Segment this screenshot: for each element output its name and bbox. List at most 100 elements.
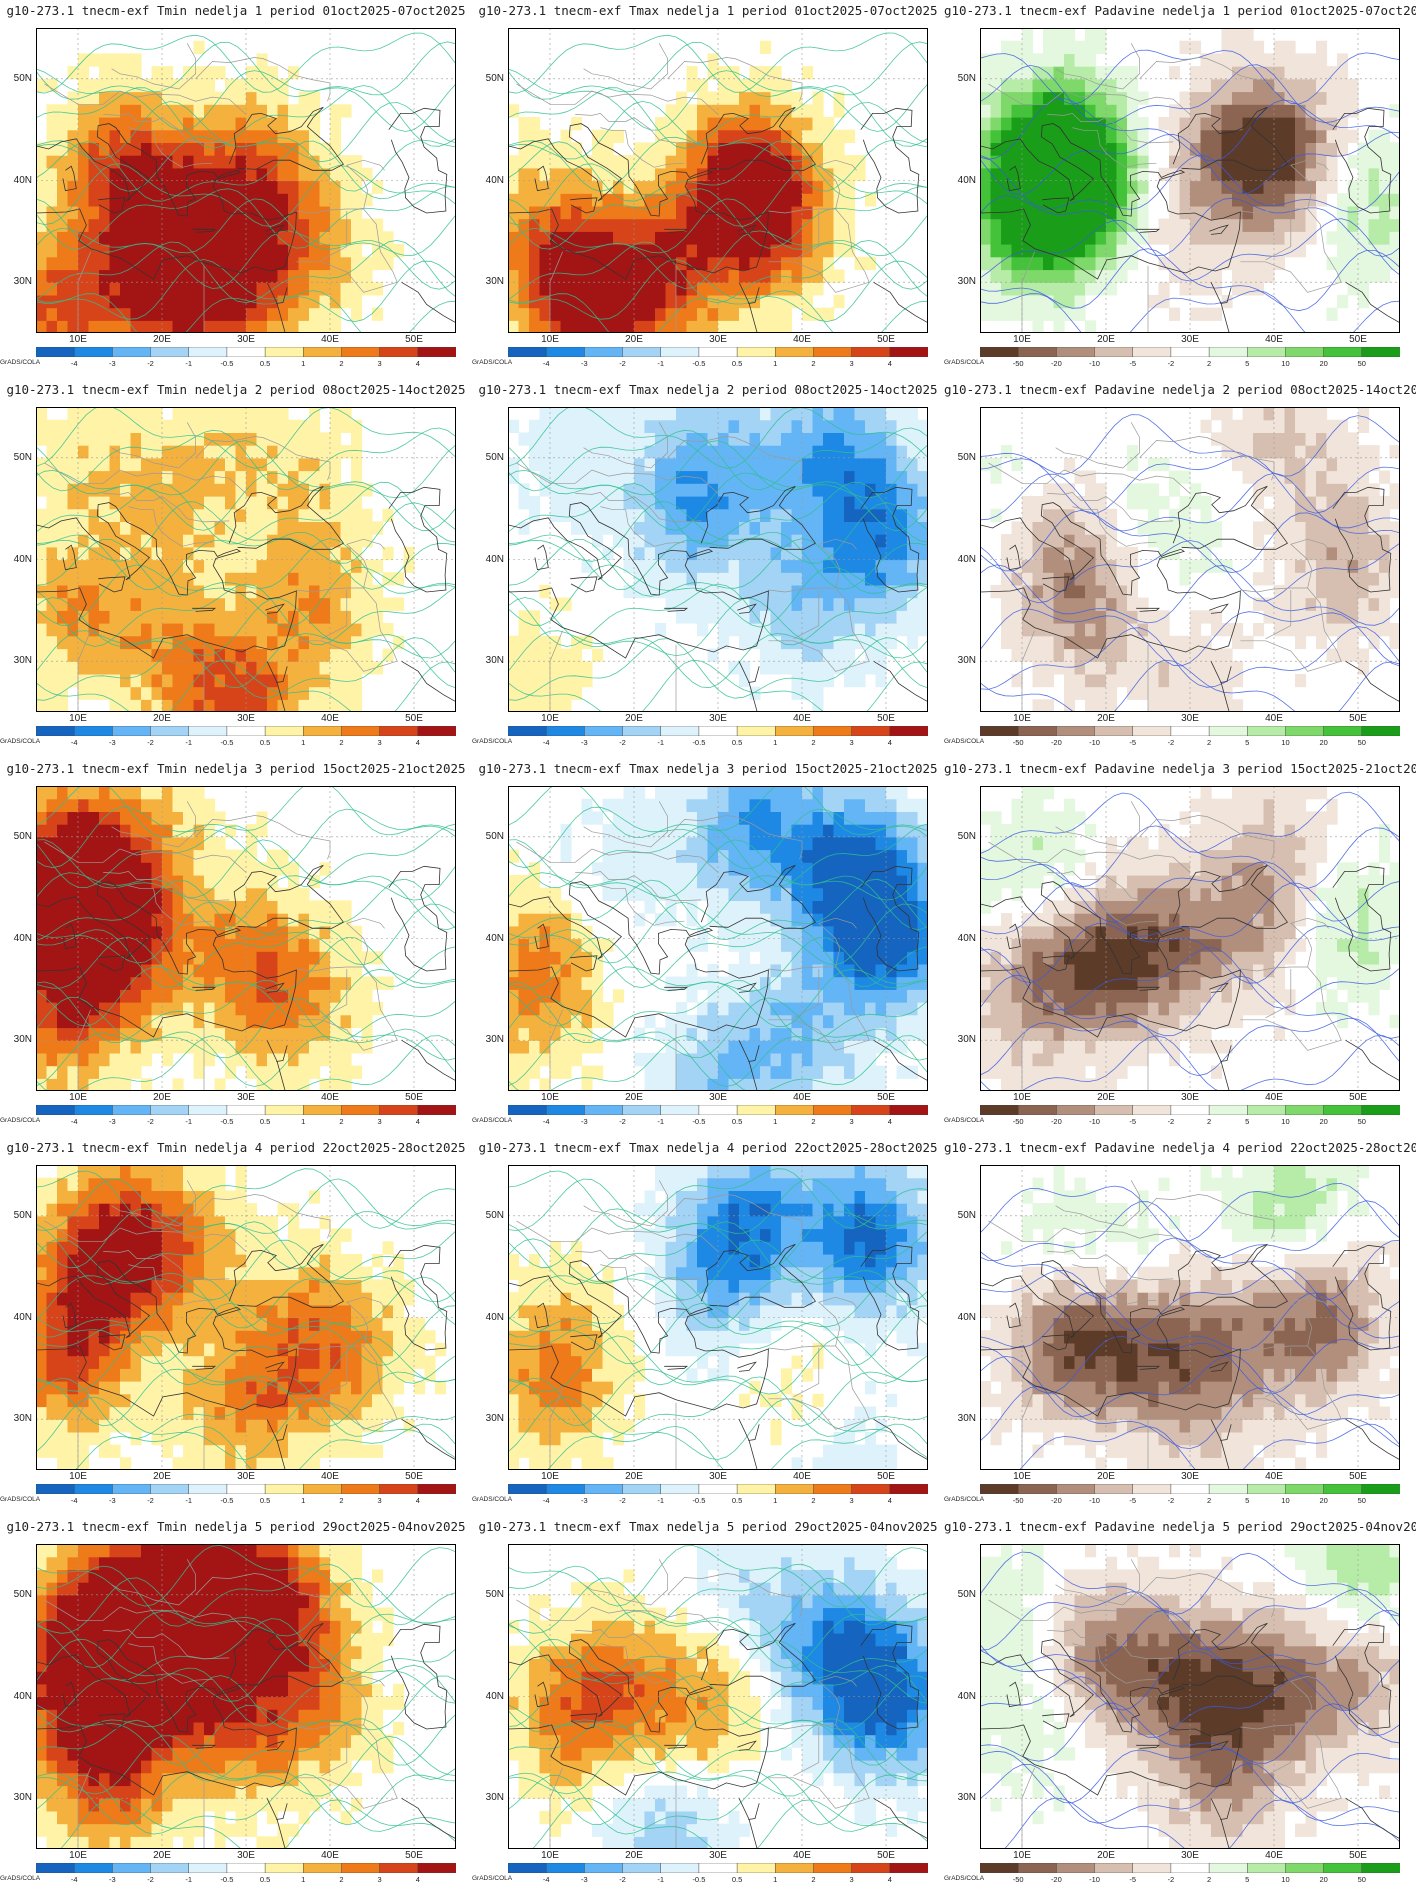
colorbar-tick-label: -1: [185, 738, 193, 747]
lon-label: 30E: [709, 713, 727, 724]
lat-label: 30N: [957, 655, 976, 667]
panel-tmin-week-4: g10-273.1 tnecm-exf Tmin nedelja 4 perio…: [0, 1137, 472, 1515]
lon-label: 40E: [1265, 1471, 1283, 1482]
lat-label: 40N: [957, 1311, 976, 1323]
colorbar-tick-label: -2: [619, 359, 626, 368]
coastline-layer: [508, 1622, 928, 1849]
contour-layer: [980, 1551, 1400, 1849]
colorbar-tick-label: -1: [657, 738, 665, 747]
colorbar-tick-label: 2: [339, 1875, 344, 1884]
colorbar-tick-label: 2: [1206, 359, 1212, 368]
contour-layer: [36, 32, 456, 333]
colorbar-tick-label: 0.5: [731, 359, 743, 368]
colorbar-tick-label: -1: [185, 1875, 193, 1884]
anomaly-map: [508, 1544, 928, 1849]
colorbar-tick-label: -50: [1012, 1117, 1024, 1126]
colorbar-tick-label: 50: [1357, 1117, 1366, 1126]
coastline-layer: [980, 864, 1400, 1091]
colorbar-tick-label: 1: [773, 1496, 778, 1505]
lon-label: 30E: [709, 1092, 727, 1103]
lon-label: 30E: [1181, 334, 1199, 345]
colorbar-tick-label: 4: [415, 1875, 420, 1884]
borders-layer: [516, 1559, 870, 1849]
lon-label: 10E: [1013, 1850, 1031, 1861]
lat-label: 50N: [13, 72, 32, 84]
coastline-layer: [36, 106, 456, 333]
colorbar-tick-label: -1: [657, 1496, 665, 1505]
lat-label: 40N: [957, 1690, 976, 1702]
colorbar-tick-label: 4: [887, 738, 892, 747]
colorbar-svg: [508, 1484, 928, 1494]
colorbar-tick-label: -50: [1012, 1875, 1024, 1884]
colorbar-tick-label: -3: [581, 1496, 588, 1505]
lon-label: 50E: [877, 713, 895, 724]
colorbar-tick-label: 5: [1245, 1117, 1250, 1126]
colorbar-tick-label: 5: [1245, 738, 1250, 747]
lon-label: 50E: [405, 1092, 423, 1103]
lat-label: 30N: [957, 276, 976, 288]
graticule: [36, 407, 456, 712]
lon-label: 50E: [405, 334, 423, 345]
colorbar-tick-label: 20: [1319, 1496, 1328, 1505]
lon-label: 20E: [625, 1092, 643, 1103]
lon-label: 10E: [541, 334, 559, 345]
anomaly-map: [36, 1165, 456, 1470]
colorbar-tick-label: -3: [109, 1117, 116, 1126]
colorbar: [980, 347, 1400, 357]
borders-layer: [44, 1559, 398, 1849]
lon-label: 50E: [405, 1471, 423, 1482]
lon-label: 40E: [793, 713, 811, 724]
lon-label: 30E: [709, 334, 727, 345]
graticule: [508, 786, 928, 1091]
colorbar-tick-label: 0.5: [259, 1117, 271, 1126]
graticule: [980, 786, 1400, 1091]
colorbar-tick-label: 10: [1281, 738, 1290, 747]
anomaly-map: [508, 28, 928, 333]
lon-label: 10E: [69, 1850, 87, 1861]
colorbar-tick-label: -1: [185, 359, 193, 368]
colorbar: [36, 726, 456, 736]
colorbar-tick-label: 1: [301, 359, 306, 368]
colorbar-tick-label: 3: [849, 1117, 854, 1126]
panel-title: g10-273.1 tnecm-exf Padavine nedelja 5 p…: [944, 1519, 1416, 1534]
colorbar-tick-label: -3: [109, 1875, 116, 1884]
colorbar-tick-label: 3: [849, 1496, 854, 1505]
contour-layer: [508, 407, 928, 712]
colorbar-tick-label: -1: [657, 1117, 665, 1126]
anomaly-map-svg: [508, 1165, 928, 1470]
lat-label: 30N: [957, 1034, 976, 1046]
colorbar: [508, 347, 928, 357]
colorbar-tick-label: 10: [1281, 1117, 1290, 1126]
colorbar-tick-label: -2: [147, 738, 154, 747]
lon-label: 50E: [877, 334, 895, 345]
coastline-layer: [980, 1622, 1400, 1849]
grads-label: GrADS/COLA: [472, 738, 513, 745]
shading-layer: [36, 40, 405, 333]
anomaly-map: [508, 407, 928, 712]
lon-label: 20E: [625, 334, 643, 345]
lon-label: 40E: [1265, 334, 1283, 345]
grads-label: GrADS/COLA: [0, 738, 41, 745]
lon-label: 20E: [153, 334, 171, 345]
panel-title: g10-273.1 tnecm-exf Tmin nedelja 5 perio…: [6, 1519, 466, 1534]
lat-label: 50N: [13, 451, 32, 463]
lat-label: 50N: [485, 1209, 504, 1221]
colorbar: [980, 726, 1400, 736]
colorbar: [508, 1105, 928, 1115]
colorbar-tick-label: -4: [542, 1496, 550, 1505]
colorbar-tick-label: -3: [581, 359, 588, 368]
lon-label: 40E: [1265, 1092, 1283, 1103]
graticule: [36, 786, 456, 1091]
colorbar-tick-label: 2: [1206, 1875, 1212, 1884]
panel-precip-week-4: g10-273.1 tnecm-exf Padavine nedelja 4 p…: [944, 1137, 1416, 1515]
lat-label: 50N: [485, 451, 504, 463]
lat-label: 50N: [13, 830, 32, 842]
coastline-layer: [508, 1243, 928, 1470]
grads-label: GrADS/COLA: [0, 1117, 41, 1124]
graticule: [508, 28, 928, 333]
colorbar-tick-label: -3: [109, 1496, 116, 1505]
shading-layer: [508, 1165, 928, 1470]
lon-label: 10E: [541, 713, 559, 724]
colorbar-tick-label: 2: [811, 1117, 816, 1126]
anomaly-map: [36, 786, 456, 1091]
